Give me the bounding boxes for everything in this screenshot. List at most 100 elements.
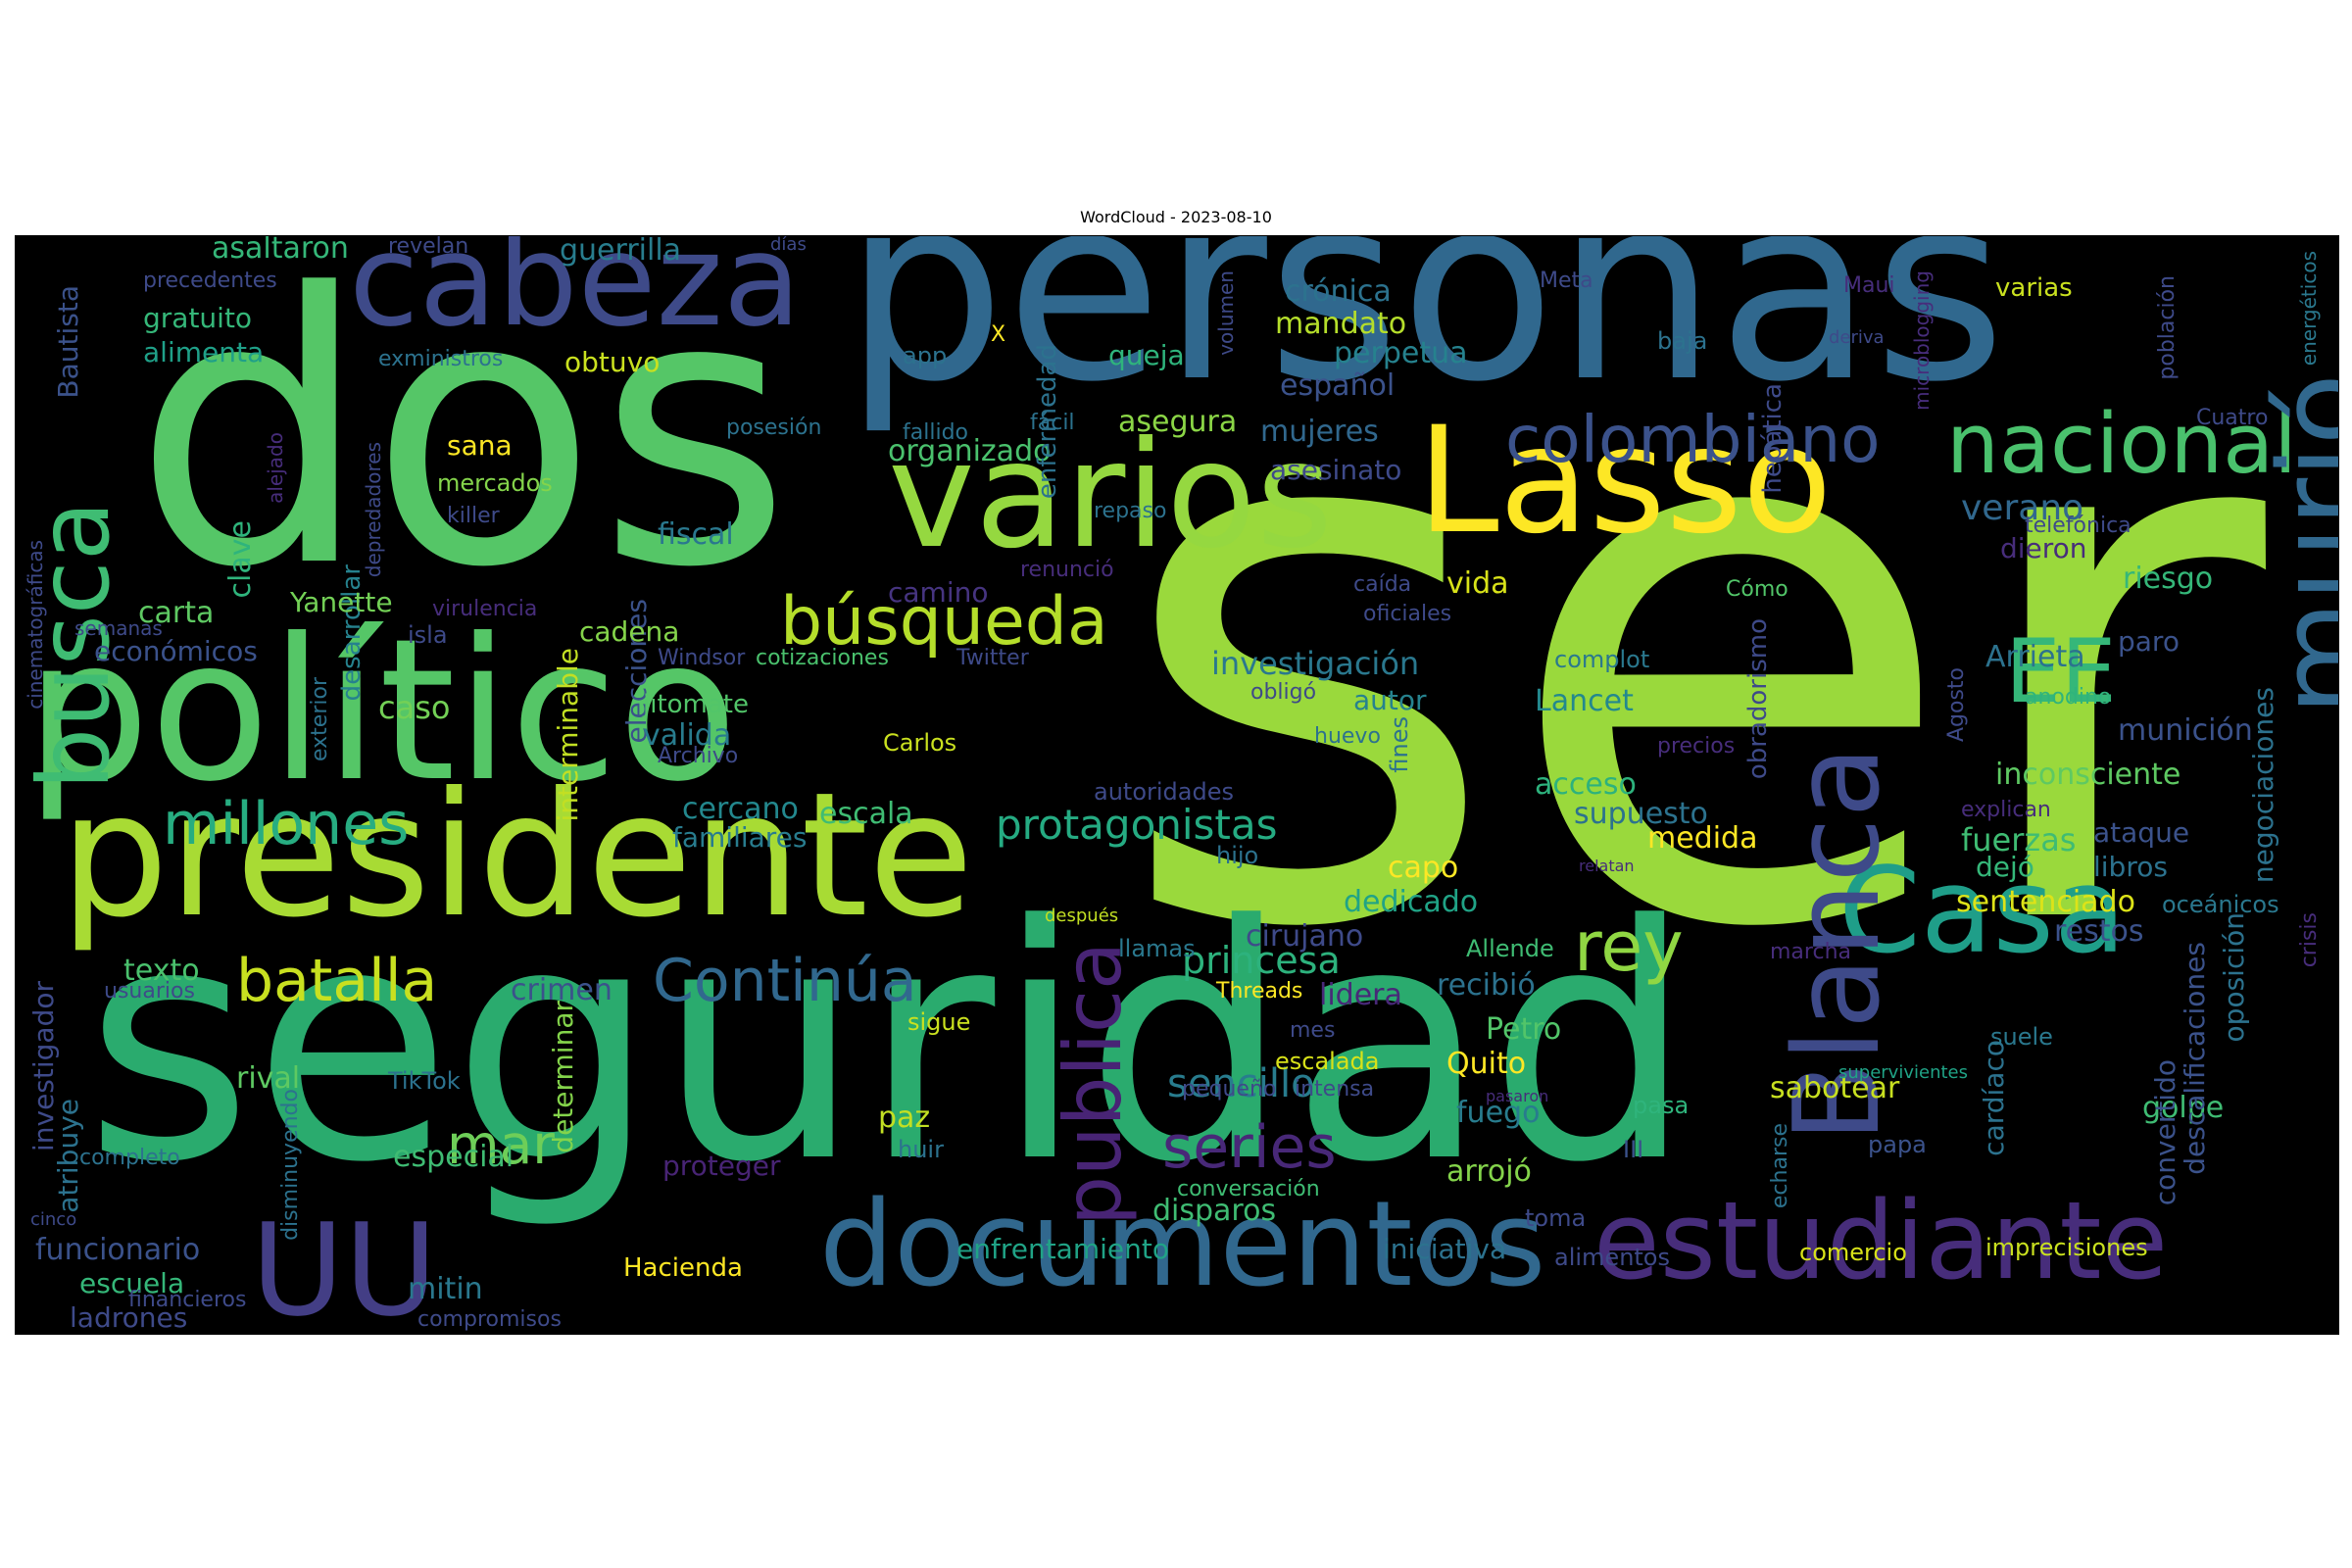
word-cuatro: Cuatro [2196,406,2269,430]
word-millones: millones [163,790,410,858]
word-energéticos: energéticos [2297,251,2321,367]
word-oceánicos: oceánicos [2162,891,2279,918]
word-días: días [770,235,807,255]
word-texto: texto [123,954,200,988]
word-presidente: presidente [60,757,974,956]
word-sencillo: sencillo [1167,1061,1315,1106]
word-libros: libros [2093,851,2168,883]
word-relatan: relatan [1579,857,1635,875]
word-restos: restos [2054,914,2144,949]
word-pasa: pasa [1633,1092,1690,1119]
word-crisis: crisis [2297,912,2322,968]
word-microblogging: microblogging [1910,270,1934,411]
word-queja: queja [1108,339,1185,371]
word-pequeño: pequeño [1182,1077,1277,1102]
word-petro: Petro [1486,1012,1562,1047]
word-protagonistas: protagonistas [996,801,1278,849]
word-disminuyendo: disminuyendo [278,1089,303,1241]
word-marcha: marcha [1770,940,1851,964]
word-capo: capo [1388,851,1459,885]
word-complot: complot [1554,646,1650,673]
word-disparos: disparos [1152,1194,1277,1228]
word-colombiano: colombiano [1505,402,1881,477]
word-después: después [1045,906,1119,926]
word-gratuito: gratuito [143,302,253,334]
word-cercano: cercano [682,792,799,826]
word-iii: III [1623,1136,1644,1163]
word-cotizaciones: cotizaciones [756,646,889,670]
word-papa: papa [1868,1131,1927,1158]
word-murió: murió [2255,373,2339,716]
word-oficiales: oficiales [1363,602,1452,626]
word-dedicado: dedicado [1344,885,1479,919]
word-obligó: obligó [1250,680,1317,705]
word-uu: UU [251,1196,438,1335]
word-fuego: fuego [1456,1096,1541,1130]
word-ataque: ataque [2093,816,2190,849]
word-español: español [1280,368,1396,403]
word-dieron: dieron [2000,532,2087,564]
word-clave: clave [223,520,258,599]
word-paro: paro [2118,625,2180,658]
word-threads: Threads [1216,979,1303,1004]
word-escalada: escalada [1275,1048,1380,1075]
word-echarse: echarse [1768,1123,1792,1209]
word-twitter: Twitter [956,646,1029,670]
word-mujeres: mujeres [1260,415,1379,449]
word-tiktok: TikTok [388,1067,461,1095]
word-suele: suele [1990,1023,2053,1051]
word-quito: Quito [1446,1047,1527,1081]
word-crimen: crimen [511,973,612,1007]
word-huir: huir [898,1136,944,1163]
word-fiscal: fiscal [658,517,734,552]
word-usuarios: usuarios [104,979,195,1004]
word-oposición: oposición [2218,912,2250,1043]
word-político: político [25,597,738,825]
word-carta: carta [138,596,215,630]
word-caso: caso [378,689,451,726]
word-convertido: convertido [2149,1059,2181,1206]
word-virulencia: virulencia [432,597,538,621]
word-iniciativa: iniciativa [1383,1233,1507,1265]
word-publica: publica [1048,942,1139,1226]
word-documentos: documentos [819,1177,1546,1313]
word-autoridades: autoridades [1094,778,1234,806]
word-medida: medida [1647,821,1758,856]
word-caída: caída [1353,572,1412,597]
word-varias: varias [1995,273,2073,303]
word-sentenciado: sentenciado [1956,885,2135,919]
word-nacional: nacional [1946,396,2297,493]
word-financieros: financieros [128,1288,247,1312]
word-perpetua: perpetua [1334,336,1468,370]
word-lasso: Lasso [1417,396,1833,566]
word-hijo: hijo [1216,842,1259,869]
word-dos: dos [133,235,792,649]
word-cadena: cadena [579,615,680,648]
word-killer: killer [447,504,500,528]
word-inconsciente: inconsciente [1995,758,2181,792]
word-acceso: acceso [1535,767,1637,802]
word-vida: vida [1446,566,1509,601]
word-lancet: Lancet [1535,684,1634,718]
word-valida: valida [643,718,732,753]
word-recibió: recibió [1437,968,1536,1003]
word-familiares: familiares [672,821,808,854]
word-supuesto: supuesto [1574,797,1708,831]
word-arrojó: arrojó [1446,1154,1532,1189]
word-asesinato: asesinato [1270,454,1402,486]
word-sabotear: sabotear [1770,1071,1900,1105]
word-enfrentamiento: enfrentamiento [956,1233,1169,1265]
word-escala: escala [819,797,913,831]
word-mes: mes [1290,1018,1336,1043]
word-revelan: revelan [388,235,469,259]
word-supervivientes: supervivientes [1838,1062,1968,1083]
word-alimentos: alimentos [1554,1244,1670,1271]
word-pasaron: pasaron [1486,1087,1549,1105]
word-búsqueda: búsqueda [780,583,1108,661]
word-cómo: Cómo [1726,577,1788,602]
word-depredadores: depredadores [362,442,385,578]
word-mercados: mercados [437,469,553,497]
word-repaso: repaso [1094,499,1167,523]
word-económicos: económicos [94,635,258,667]
chart-title: WordCloud - 2023-08-10 [1080,208,1272,226]
